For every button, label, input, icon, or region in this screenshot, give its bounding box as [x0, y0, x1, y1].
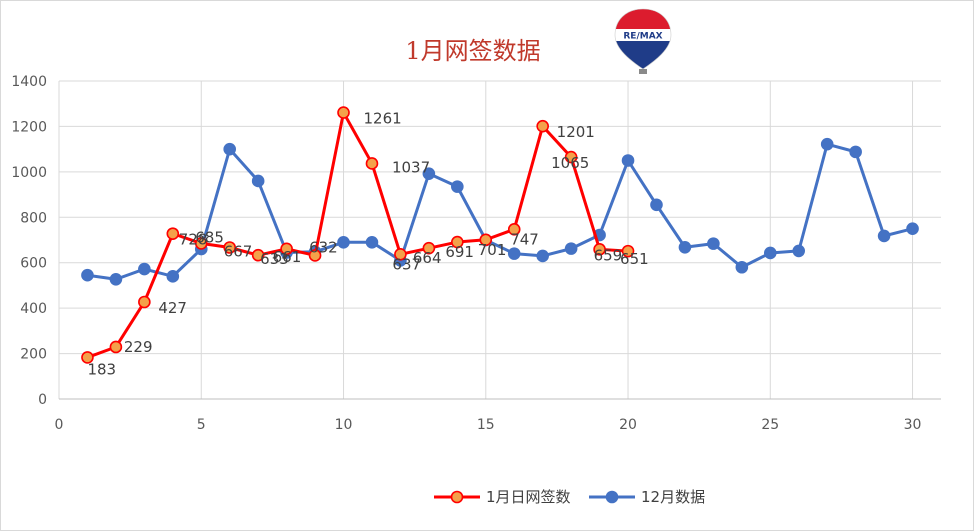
- data-point: [707, 237, 720, 250]
- legend-marker: [605, 490, 619, 504]
- data-point: [280, 242, 293, 256]
- data-point: [877, 229, 891, 243]
- series-jan-daily: [81, 106, 635, 364]
- x-tick-label: 15: [477, 417, 495, 433]
- series-dec: [81, 137, 919, 286]
- y-tick-label: 200: [20, 347, 47, 363]
- y-tick-label: 600: [20, 256, 47, 272]
- data-point: [109, 340, 123, 354]
- legend: 1月日网签数 12月数据: [434, 488, 705, 506]
- data-point: [337, 106, 350, 119]
- data-point: [678, 240, 692, 254]
- data-point: [138, 295, 151, 309]
- data-point: [792, 244, 806, 258]
- data-point: [507, 247, 521, 260]
- axis-tick-labels: 0 200 400 600 800 1000 1200 1400 0 5 10 15 20 25 30: [11, 74, 921, 433]
- data-point: [166, 270, 180, 283]
- data-point: [308, 249, 322, 262]
- data-point: [479, 233, 493, 247]
- data-point: [820, 137, 834, 151]
- y-tick-label: 800: [20, 210, 47, 226]
- data-point: [621, 154, 635, 167]
- data-label: 661: [273, 248, 302, 266]
- x-tick-label: 0: [55, 417, 64, 433]
- logo-text: RE/MAX: [623, 32, 662, 42]
- data-point: [735, 260, 749, 274]
- data-label: 664: [413, 249, 442, 267]
- legend-item: 1月日网签数: [434, 488, 571, 506]
- data-label: 659: [594, 246, 623, 264]
- data-label: 427: [158, 299, 187, 317]
- y-tick-label: 1400: [11, 74, 47, 90]
- x-tick-label: 30: [904, 417, 922, 433]
- data-point: [394, 248, 407, 261]
- data-point: [906, 222, 919, 235]
- data-point: [365, 235, 379, 249]
- data-point: [507, 223, 521, 236]
- x-tick-label: 5: [197, 417, 206, 433]
- data-point: [109, 272, 123, 286]
- data-point: [422, 241, 436, 255]
- data-point: [166, 227, 180, 240]
- remax-balloon-logo: RE/MAX: [614, 8, 672, 74]
- data-point: [536, 249, 549, 263]
- data-label: 1037: [392, 158, 430, 176]
- legend-marker: [450, 490, 464, 504]
- data-label: 667: [224, 242, 253, 260]
- data-point: [81, 351, 94, 364]
- data-point: [763, 246, 777, 260]
- legend-label: 12月数据: [641, 488, 705, 506]
- data-point: [564, 150, 578, 164]
- data-point: [194, 237, 208, 250]
- data-point: [650, 198, 663, 212]
- data-point: [621, 244, 635, 258]
- data-point: [451, 180, 464, 193]
- data-label: 229: [124, 338, 153, 356]
- data-label: 632: [309, 238, 338, 256]
- data-label: 637: [392, 255, 421, 273]
- y-tick-label: 400: [20, 301, 47, 317]
- chart-title: 1月网签数据: [405, 37, 540, 65]
- legend-item: 12月数据: [589, 488, 705, 506]
- x-tick-label: 20: [619, 417, 637, 433]
- data-point: [849, 145, 862, 159]
- data-label: 1065: [551, 154, 589, 172]
- data-point: [81, 268, 94, 282]
- data-point: [138, 262, 151, 276]
- data-label: 728: [179, 231, 208, 249]
- data-point: [564, 242, 578, 255]
- x-tick-label: 25: [761, 417, 779, 433]
- y-tick-label: 1200: [11, 119, 47, 135]
- data-label: 701: [478, 241, 507, 259]
- x-tick-label: 10: [335, 417, 353, 433]
- data-point: [451, 235, 464, 249]
- data-point: [251, 248, 265, 262]
- data-point: [251, 174, 265, 188]
- data-label: 685: [195, 228, 224, 246]
- data-point: [223, 241, 237, 254]
- data-label: 633: [260, 250, 289, 268]
- data-point: [422, 167, 436, 180]
- data-point: [593, 243, 606, 256]
- data-label: 1201: [557, 123, 595, 141]
- data-point: [223, 142, 237, 156]
- data-label: 747: [510, 230, 539, 248]
- data-label: 183: [87, 360, 116, 378]
- legend-label: 1月日网签数: [486, 488, 571, 506]
- data-point: [365, 157, 379, 170]
- grid: [58, 80, 941, 400]
- data-point: [337, 235, 350, 249]
- y-tick-label: 1000: [11, 165, 47, 181]
- data-label: 1261: [364, 110, 402, 128]
- series-line: [85, 142, 915, 281]
- data-label: 691: [445, 243, 474, 261]
- data-label: 651: [620, 250, 649, 268]
- data-point: [536, 119, 549, 133]
- y-tick-label: 0: [38, 392, 47, 408]
